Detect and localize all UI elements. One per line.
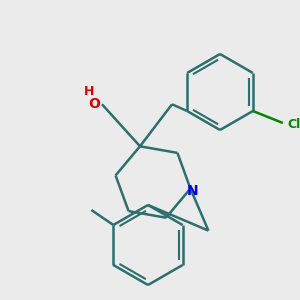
Text: Cl: Cl xyxy=(287,118,300,130)
Text: H: H xyxy=(84,85,94,98)
Text: O: O xyxy=(88,97,100,111)
Text: N: N xyxy=(187,184,198,198)
